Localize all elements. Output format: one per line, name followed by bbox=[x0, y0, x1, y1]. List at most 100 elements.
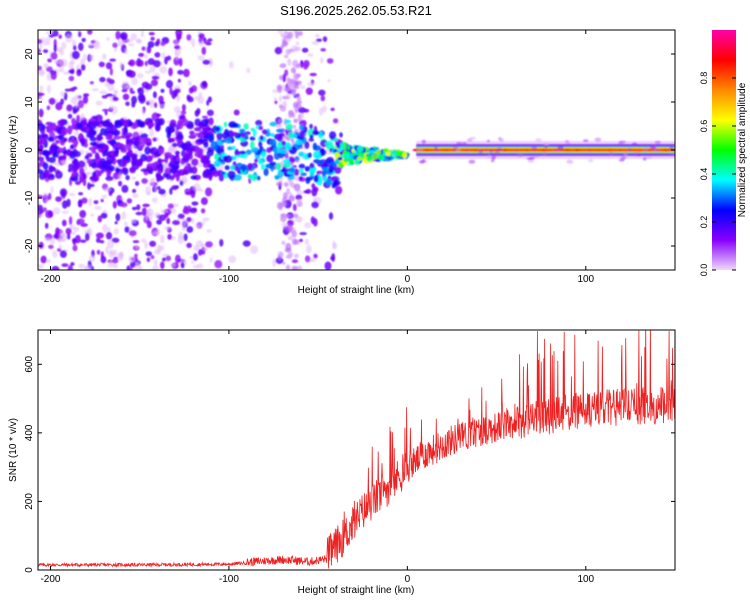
spectrogram-cell bbox=[44, 197, 49, 203]
spectrogram-x-label: Height of straight line (km) bbox=[298, 285, 415, 296]
spectrogram-cell bbox=[296, 93, 300, 98]
snr-panel: -200 -100 0 100 0 200 400 600 Height of straig… bbox=[8, 329, 676, 596]
spectrogram-cell bbox=[258, 141, 263, 148]
spectrogram-cell bbox=[186, 94, 191, 101]
spectrogram-cell bbox=[635, 153, 642, 157]
spectrogram-cell bbox=[347, 145, 351, 151]
spectrogram-cell bbox=[59, 58, 68, 68]
spectrogram-cell bbox=[646, 155, 652, 159]
snr-x-label: Height of straight line (km) bbox=[298, 585, 415, 596]
spectrogram-cell bbox=[108, 105, 114, 111]
spectrogram-cell bbox=[82, 172, 87, 180]
spectrogram-cell bbox=[284, 119, 292, 124]
chart-title: S196.2025.262.05.53.R21 bbox=[280, 3, 432, 18]
spectrogram-cell bbox=[38, 119, 42, 124]
spectrogram-cell bbox=[38, 263, 44, 269]
spectrogram-cell bbox=[196, 138, 205, 144]
spectrogram-cell bbox=[533, 155, 540, 158]
spectrogram-cell bbox=[65, 227, 72, 235]
spectrogram-cell bbox=[97, 215, 103, 223]
spectrogram-y-tick-label: -10 bbox=[24, 190, 35, 205]
spectrogram-cell bbox=[149, 128, 155, 138]
spectrogram-cell bbox=[195, 147, 202, 153]
spectrogram-y-ticks: -20 -10 0 10 20 bbox=[24, 48, 675, 253]
spectrogram-cell bbox=[87, 182, 91, 190]
spectrogram-cell bbox=[186, 34, 192, 41]
spectrogram-cell bbox=[71, 123, 78, 130]
spectrogram-cell bbox=[86, 132, 95, 139]
spectrogram-cell bbox=[55, 170, 63, 179]
spectrogram-cell bbox=[172, 220, 181, 226]
spectrogram-cell bbox=[317, 159, 325, 165]
spectrogram-cell bbox=[356, 145, 364, 153]
spectrogram-cells bbox=[38, 30, 675, 270]
spectrogram-cell bbox=[303, 190, 310, 194]
spectrogram-cell bbox=[160, 41, 166, 47]
spectrogram-cell bbox=[205, 241, 213, 248]
spectrogram-cell bbox=[296, 80, 302, 84]
spectrogram-cell bbox=[38, 92, 45, 96]
spectrogram-cell bbox=[283, 162, 292, 168]
spectrogram-cell bbox=[140, 30, 145, 38]
spectrogram-cell bbox=[103, 161, 110, 166]
spectrogram-cell bbox=[38, 108, 44, 118]
spectrogram-cell bbox=[198, 188, 204, 192]
snr-y-tick-label: 600 bbox=[24, 356, 35, 373]
snr-y-ticks: 0 200 400 600 bbox=[24, 356, 675, 573]
spectrogram-cell bbox=[228, 61, 234, 69]
spectrogram-cell bbox=[434, 146, 438, 150]
colorbar: 0.0 0.2 0.4 0.6 0.8 Normalized spectral ampl… bbox=[699, 30, 748, 276]
spectrogram-cell bbox=[623, 151, 628, 156]
spectrogram-cell bbox=[313, 186, 319, 193]
spectrogram-cell bbox=[214, 153, 220, 161]
spectrogram-cell bbox=[169, 86, 173, 96]
spectrogram-cell bbox=[275, 162, 282, 171]
spectrogram-cell bbox=[183, 68, 190, 78]
spectrogram-cell bbox=[102, 108, 109, 112]
spectrogram-cell bbox=[132, 240, 140, 244]
spectrogram-cell bbox=[107, 83, 115, 92]
spectrogram-cell bbox=[305, 177, 311, 184]
spectrogram-cell bbox=[496, 147, 503, 151]
spectrogram-cell bbox=[134, 253, 138, 258]
spectrogram-cell bbox=[83, 229, 92, 235]
spectrogram-cell bbox=[48, 34, 54, 38]
spectrogram-cell bbox=[216, 147, 221, 154]
spectrogram-cell bbox=[131, 156, 138, 165]
spectrogram-cell bbox=[65, 34, 73, 43]
spectrogram-cell bbox=[52, 152, 59, 158]
spectrogram-cell bbox=[331, 253, 336, 262]
spectrogram-cell bbox=[90, 213, 95, 217]
spectrogram-cell bbox=[513, 148, 520, 152]
spectrogram-cell bbox=[322, 167, 330, 171]
spectrogram-cell bbox=[255, 119, 263, 127]
spectrogram-cell bbox=[53, 44, 57, 53]
spectrogram-cell bbox=[80, 138, 85, 145]
spectrogram-cell bbox=[144, 146, 151, 155]
spectrogram-cell bbox=[47, 136, 55, 142]
spectrogram-cell bbox=[128, 230, 137, 237]
spectrogram-cell bbox=[106, 170, 111, 179]
spectrogram-cell bbox=[266, 154, 274, 163]
spectrogram-cell bbox=[71, 231, 77, 235]
spectrogram-cell bbox=[74, 129, 79, 136]
spectrogram-cell bbox=[432, 148, 441, 152]
spectrogram-cell bbox=[70, 262, 75, 266]
spectrogram-cell bbox=[313, 150, 321, 159]
spectrogram-cell bbox=[111, 258, 119, 264]
spectrogram-cell bbox=[557, 146, 564, 151]
spectrogram-cell bbox=[38, 43, 43, 50]
spectrogram-cell bbox=[117, 173, 123, 180]
spectrogram-cell bbox=[214, 260, 223, 269]
spectrogram-cell bbox=[74, 181, 81, 185]
spectrogram-cell bbox=[58, 244, 63, 250]
spectrogram-cell bbox=[86, 171, 93, 176]
spectrogram-cell bbox=[128, 70, 136, 78]
spectrogram-cell bbox=[148, 169, 154, 175]
spectrogram-cell bbox=[147, 58, 155, 66]
spectrogram-cell bbox=[177, 169, 186, 176]
spectrogram-cell bbox=[291, 230, 298, 238]
spectrogram-cell bbox=[101, 194, 107, 199]
spectrogram-cell bbox=[208, 134, 215, 143]
